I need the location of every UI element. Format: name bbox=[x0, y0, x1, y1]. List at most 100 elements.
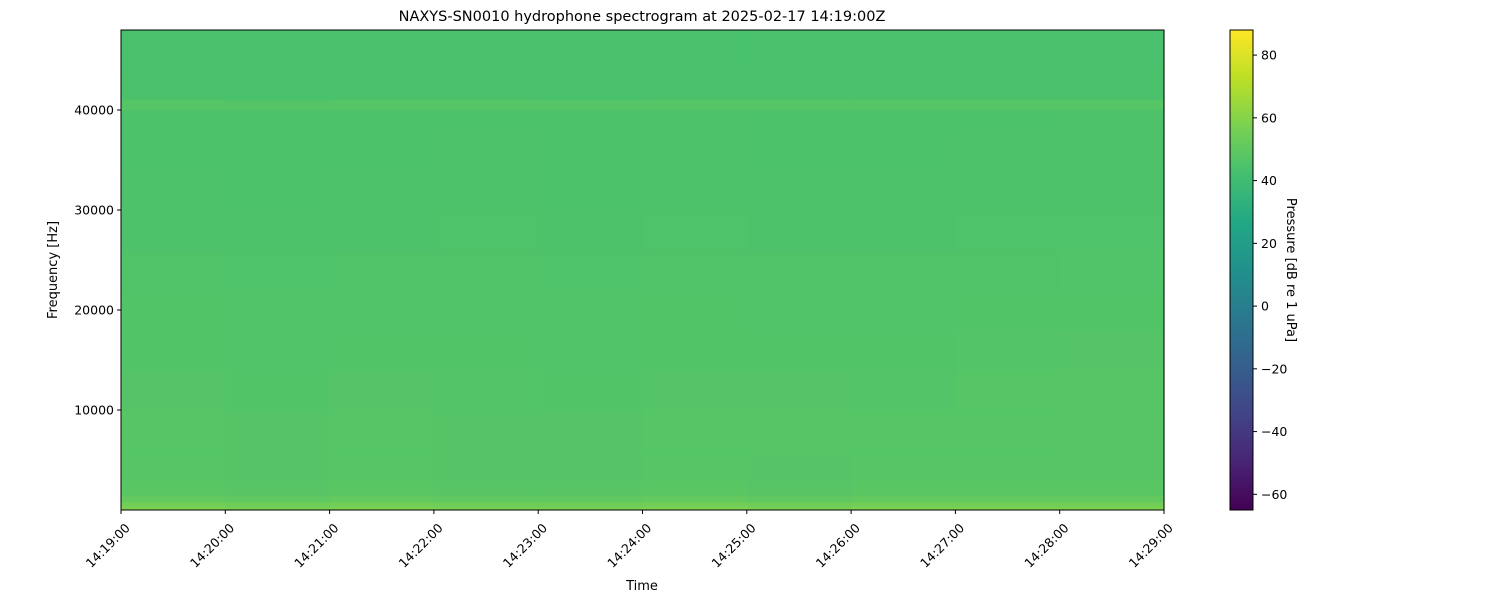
heatmap-cell bbox=[121, 502, 226, 508]
heatmap-cell bbox=[851, 170, 956, 211]
colorbar bbox=[1229, 29, 1254, 511]
heatmap-cell bbox=[225, 507, 331, 511]
heatmap-cell bbox=[538, 495, 644, 503]
y-tick-label: 30000 bbox=[74, 203, 114, 218]
heatmap-cell bbox=[538, 290, 644, 331]
heatmap-cell bbox=[746, 507, 852, 511]
heatmap-cell bbox=[121, 100, 226, 111]
heatmap-cell bbox=[1059, 290, 1165, 331]
heatmap-cell bbox=[955, 450, 1061, 481]
heatmap-cell bbox=[329, 210, 435, 251]
heatmap-cell bbox=[1059, 210, 1165, 251]
colorbar-tick-label: 60 bbox=[1261, 110, 1277, 125]
heatmap-cell bbox=[746, 130, 852, 171]
heatmap-cell bbox=[538, 100, 644, 111]
heatmap-cell bbox=[746, 30, 852, 71]
heatmap-cell bbox=[851, 250, 956, 291]
x-tick-label: 14:22:00 bbox=[396, 520, 446, 570]
heatmap-cell bbox=[1059, 370, 1165, 411]
heatmap-cell bbox=[955, 480, 1061, 496]
chart-title: NAXYS-SN0010 hydrophone spectrogram at 2… bbox=[399, 9, 886, 25]
heatmap-cell bbox=[121, 450, 226, 481]
heatmap-cell bbox=[538, 250, 644, 291]
heatmap-cell bbox=[642, 290, 748, 331]
colorbar-tick-label: 20 bbox=[1261, 236, 1277, 251]
heatmap-cell bbox=[1059, 100, 1165, 111]
heatmap-cell bbox=[121, 30, 226, 71]
heatmap-cell bbox=[329, 130, 435, 171]
heatmap-cell bbox=[433, 495, 539, 503]
heatmap-cell bbox=[433, 480, 539, 496]
heatmap-cell bbox=[225, 210, 331, 251]
heatmap-cell bbox=[642, 110, 748, 131]
heatmap-cell bbox=[1059, 30, 1165, 71]
heatmap-cell bbox=[746, 330, 852, 371]
heatmap-cell bbox=[225, 30, 331, 71]
heatmap-cell bbox=[225, 370, 331, 411]
heatmap-cell bbox=[955, 30, 1061, 71]
heatmap-cell bbox=[225, 330, 331, 371]
heatmap-cell bbox=[329, 495, 435, 503]
colorbar-tick-label: −20 bbox=[1261, 361, 1287, 376]
x-axis: 14:19:00 14:20:00 14:21:00 14:22:00 14:23:00… bbox=[83, 510, 1176, 571]
heatmap-cell bbox=[955, 330, 1061, 371]
heatmap-cell bbox=[329, 70, 435, 101]
heatmap-cell bbox=[746, 110, 852, 131]
heatmap-cell bbox=[642, 70, 748, 101]
heatmap-cell bbox=[746, 495, 852, 503]
heatmap-cell bbox=[433, 502, 539, 508]
heatmap-cell bbox=[433, 507, 539, 511]
heatmap-cell bbox=[642, 30, 748, 71]
heatmap-cell bbox=[746, 370, 852, 411]
heatmap-cell bbox=[538, 370, 644, 411]
heatmap-cell bbox=[1059, 450, 1165, 481]
heatmap-cell bbox=[329, 502, 435, 508]
x-tick-label: 14:20:00 bbox=[187, 520, 237, 570]
heatmap-cell bbox=[955, 250, 1061, 291]
heatmap-cell bbox=[851, 507, 956, 511]
heatmap-cell bbox=[121, 70, 226, 101]
heatmap-cell bbox=[538, 507, 644, 511]
heatmap-cell bbox=[433, 110, 539, 131]
heatmap-cell bbox=[851, 480, 956, 496]
heatmap-cell bbox=[433, 70, 539, 101]
x-tick-label: 14:19:00 bbox=[83, 520, 133, 570]
heatmap-cell bbox=[329, 170, 435, 211]
heatmap-cell bbox=[329, 330, 435, 371]
heatmap-cell bbox=[851, 290, 956, 331]
colorbar-tick-label: 80 bbox=[1261, 48, 1277, 63]
heatmap-cell bbox=[225, 250, 331, 291]
heatmap-cell bbox=[329, 507, 435, 511]
heatmap-cell bbox=[121, 507, 226, 511]
heatmap-cell bbox=[955, 410, 1061, 451]
heatmap-cell bbox=[955, 100, 1061, 111]
heatmap-cell bbox=[329, 450, 435, 481]
heatmap-cell bbox=[538, 502, 644, 508]
colorbar-tick-label: −60 bbox=[1261, 487, 1287, 502]
heatmap-cell bbox=[851, 502, 956, 508]
heatmap-cell bbox=[746, 480, 852, 496]
heatmap-cell bbox=[1059, 502, 1165, 508]
heatmap-cell bbox=[851, 30, 956, 71]
heatmap-cell bbox=[851, 210, 956, 251]
heatmap-cell bbox=[746, 290, 852, 331]
heatmap-cell bbox=[642, 502, 748, 508]
heatmap-cell bbox=[746, 410, 852, 451]
heatmap-cell bbox=[225, 495, 331, 503]
heatmap-cell bbox=[433, 210, 539, 251]
heatmap-cell bbox=[955, 70, 1061, 101]
heatmap-cell bbox=[851, 110, 956, 131]
heatmap-cell bbox=[746, 450, 852, 481]
heatmap-cell bbox=[121, 410, 226, 451]
heatmap-cell bbox=[538, 170, 644, 211]
heatmap-cell bbox=[642, 210, 748, 251]
heatmap-cell bbox=[121, 290, 226, 331]
y-tick-label: 20000 bbox=[74, 303, 114, 318]
heatmap-cell bbox=[329, 410, 435, 451]
heatmap-cell bbox=[1059, 495, 1165, 503]
heatmap-cell bbox=[746, 250, 852, 291]
x-tick-label: 14:27:00 bbox=[917, 520, 967, 570]
x-tick-label: 14:25:00 bbox=[708, 520, 758, 570]
heatmap-cell bbox=[433, 130, 539, 171]
heatmap-cell bbox=[955, 502, 1061, 508]
